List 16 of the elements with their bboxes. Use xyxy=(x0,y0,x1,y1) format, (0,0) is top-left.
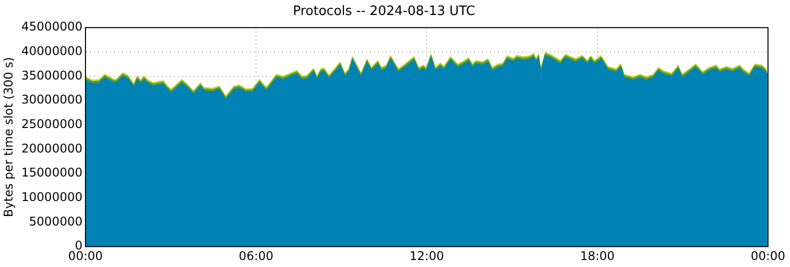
y-tick-label: 35000000 xyxy=(21,68,82,82)
y-tick-label: 45000000 xyxy=(21,20,82,34)
y-axis-title: Bytes per time slot (300 s) xyxy=(1,57,16,218)
x-tick-label: 00:00 xyxy=(68,248,103,263)
y-tick-label: 30000000 xyxy=(21,92,82,107)
y-tick-label: 10000000 xyxy=(21,190,82,204)
chart-title: Protocols -- 2024-08-13 UTC xyxy=(292,4,476,20)
y-tick-label: 20000000 xyxy=(21,141,82,156)
x-tick-label: 18:00 xyxy=(580,248,615,263)
y-tick-label: 40000000 xyxy=(21,44,82,58)
x-tick-label: 06:00 xyxy=(238,248,274,263)
y-tick-label: 5000000 xyxy=(29,214,82,228)
x-tick-label: 00:00 xyxy=(750,248,786,263)
x-tick-label: 12:00 xyxy=(409,248,444,263)
y-tick-label: 25000000 xyxy=(21,117,82,132)
y-tick-label: 15000000 xyxy=(21,166,82,180)
